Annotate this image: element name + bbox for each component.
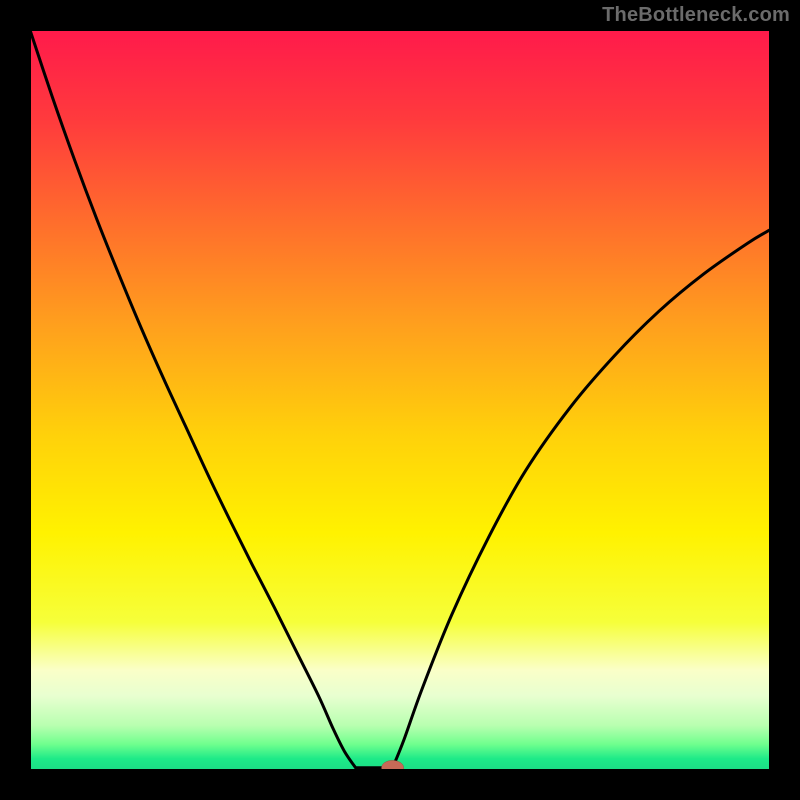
- plot-gradient-background: [30, 30, 770, 770]
- chart-stage: TheBottleneck.com: [0, 0, 800, 800]
- watermark-text: TheBottleneck.com: [602, 4, 790, 27]
- bottleneck-chart: [0, 0, 800, 800]
